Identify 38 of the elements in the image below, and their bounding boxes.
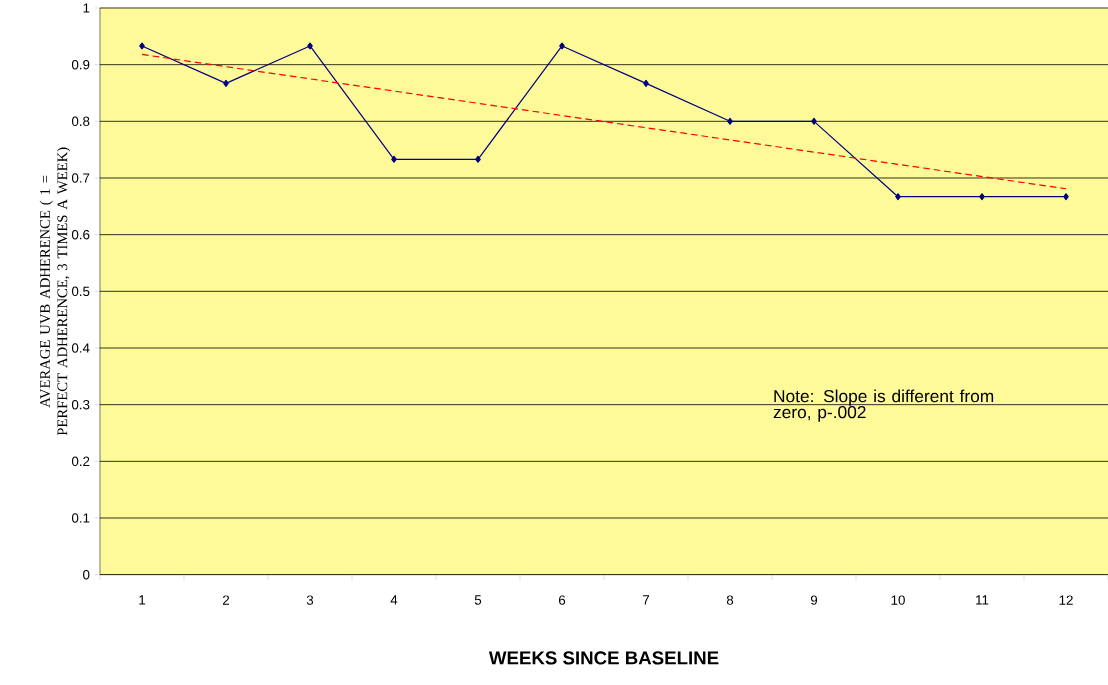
point: [895, 193, 901, 201]
y-tick-label: 0.1: [71, 513, 90, 523]
y-axis-title: AVERAGE UVB ADHERENCE ( 1 = PERFECT ADHERENCE, 3 TIMES A WEEK): [39, 147, 71, 436]
y-tick-label: 0.4: [71, 343, 90, 353]
x-axis-title: WEEKS SINCE BASELINE: [488, 651, 719, 665]
point: [307, 42, 313, 50]
x-tick-label: 6: [558, 595, 566, 605]
y-tick-label: 0.9: [71, 59, 90, 70]
y-tick-label: 0: [83, 569, 90, 580]
point: [139, 42, 145, 50]
point: [811, 117, 817, 125]
x-tick-label: 8: [726, 595, 734, 605]
point: [643, 79, 649, 87]
point: [559, 42, 565, 50]
annotation: Note: Slope is different from zero, p-.002: [773, 389, 994, 422]
y-tick-label: 0.6: [71, 229, 90, 240]
y-tick-label: 0.5: [71, 286, 90, 296]
point: [223, 79, 229, 87]
y-tick-label: 0.8: [71, 116, 90, 126]
point: [727, 117, 733, 125]
y-tick-label: 0.2: [71, 456, 90, 466]
point: [1063, 193, 1069, 201]
y-tick-label: 0.7: [71, 173, 90, 183]
x-tick-label: 11: [976, 595, 989, 605]
x-tick-label: 2: [222, 595, 230, 605]
x-tick-label: 7: [642, 595, 650, 605]
x-tick-label: 1: [139, 595, 146, 605]
x-tick-label: 3: [306, 595, 314, 605]
y-tick-label: 0.3: [71, 399, 90, 410]
x-tick-label: 5: [474, 595, 482, 605]
x-tick-label: 4: [390, 595, 398, 605]
point: [475, 155, 481, 163]
point: [979, 193, 985, 201]
x-tick-label: 9: [810, 595, 818, 605]
x-tick-label: 10: [891, 595, 905, 605]
x-tick-label: 12: [1059, 595, 1073, 605]
y-tick-label: 1: [83, 3, 90, 13]
point: [391, 155, 397, 163]
